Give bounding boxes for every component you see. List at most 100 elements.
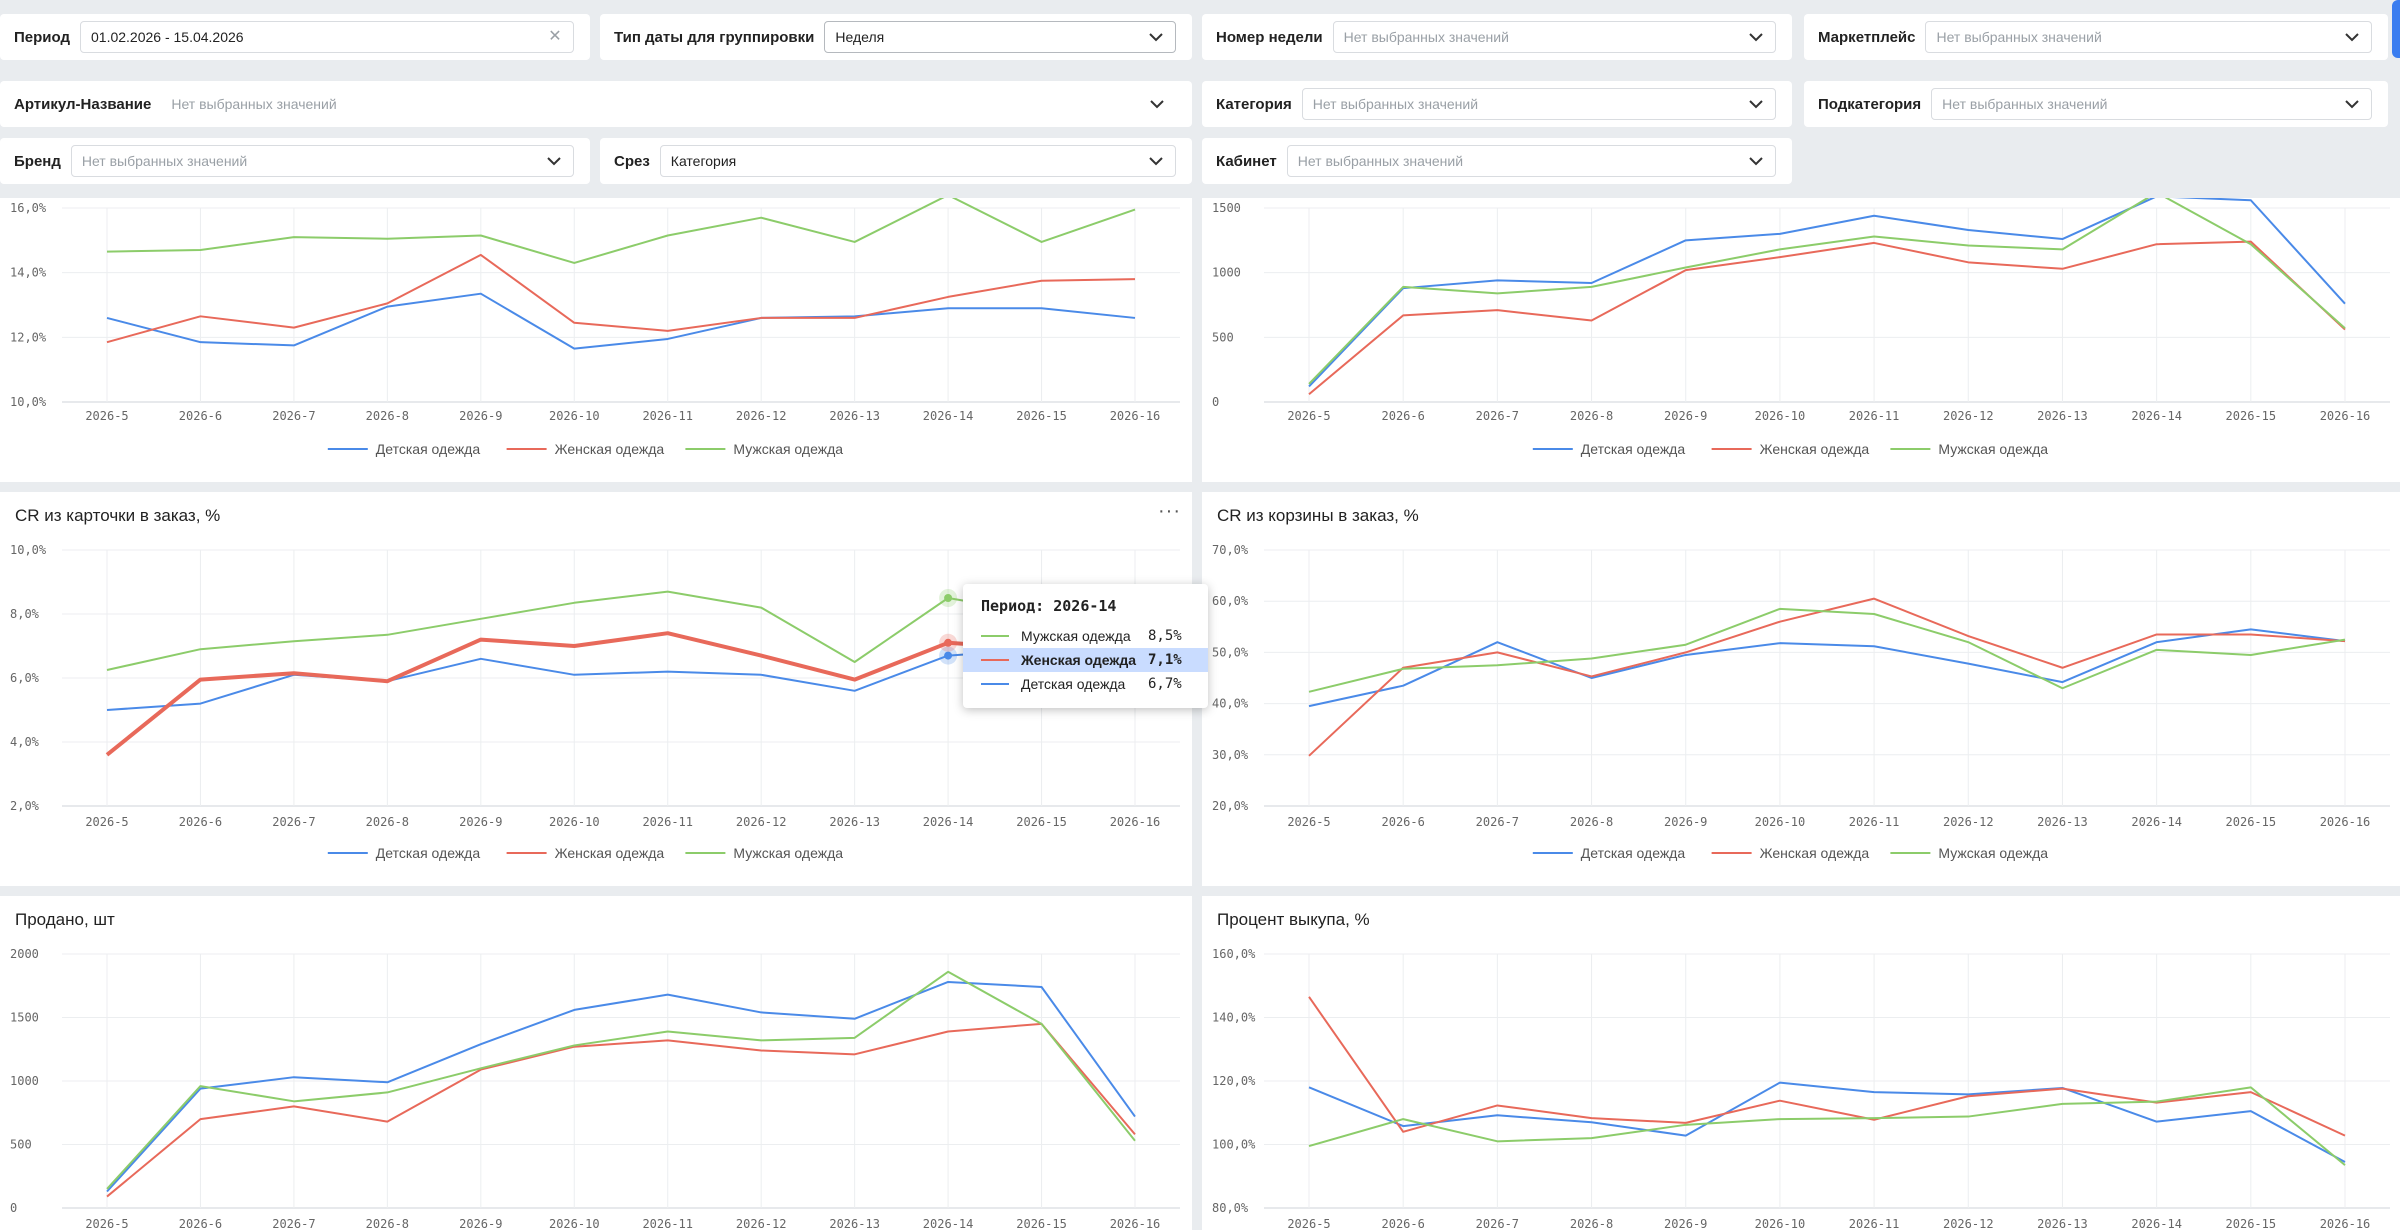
y-tick-label: 12,0% bbox=[10, 330, 47, 344]
chart-panel-1: 10,0% 12,0% 14,0% 16,0% 2026-5 2026-6 2026-7 20… bbox=[0, 194, 1192, 482]
y-tick-label: 80,0% bbox=[1212, 1201, 1249, 1215]
series-line[interactable] bbox=[1308, 1081, 2346, 1163]
x-tick-label: 2026-12 bbox=[736, 815, 787, 829]
x-tick-label: 2026-7 bbox=[272, 1217, 315, 1230]
y-tick-label: 500 bbox=[10, 1138, 32, 1152]
slice-select[interactable]: Категория bbox=[659, 145, 1176, 177]
chevron-down-icon bbox=[2343, 95, 2361, 113]
category-select[interactable]: Нет выбранных значений bbox=[1301, 88, 1776, 120]
chart-panel-sold: Продано, шт 0 500 1000 1500 2000 2026-5 2026-6… bbox=[0, 896, 1192, 1230]
x-tick-label: 2026-12 bbox=[736, 1217, 787, 1230]
y-tick-label: 40,0% bbox=[1212, 697, 1249, 711]
series-line[interactable] bbox=[1308, 191, 2346, 385]
series-line[interactable] bbox=[1308, 1086, 2346, 1166]
series-line[interactable] bbox=[1308, 607, 2346, 693]
series-line[interactable] bbox=[1308, 996, 2346, 1137]
chart-panel-cr-cart: CR из корзины в заказ, % 20,0% 30,0% 40,0%… bbox=[1202, 492, 2400, 886]
filter-subcategory-label: Подкатегория bbox=[1818, 95, 1922, 113]
y-tick-label: 10,0% bbox=[10, 543, 47, 557]
series-line[interactable] bbox=[106, 194, 1136, 264]
x-tick-label: 2026-13 bbox=[2037, 409, 2088, 423]
series-line[interactable] bbox=[106, 980, 1136, 1193]
series-line[interactable] bbox=[106, 253, 1136, 344]
period-input[interactable]: 01.02.2026 - 15.04.2026 ✕ bbox=[80, 21, 574, 53]
x-tick-label: 2026-9 bbox=[1664, 815, 1707, 829]
y-tick-label: 4,0% bbox=[10, 735, 40, 749]
marketplace-select[interactable]: Нет выбранных значений bbox=[1925, 21, 2372, 53]
chevron-down-icon bbox=[1147, 152, 1165, 170]
series-swatch bbox=[981, 659, 1009, 661]
series-line[interactable] bbox=[1308, 597, 2346, 757]
x-tick-label: 2026-15 bbox=[2226, 1217, 2277, 1230]
chevron-down-icon bbox=[1747, 152, 1765, 170]
x-tick-label: 2026-6 bbox=[1382, 409, 1425, 423]
series-line[interactable] bbox=[106, 970, 1136, 1190]
legend-item[interactable]: Мужская одежда bbox=[733, 845, 843, 861]
x-tick-label: 2026-9 bbox=[459, 1217, 502, 1230]
x-tick-label: 2026-9 bbox=[459, 409, 502, 423]
y-tick-label: 1000 bbox=[1212, 266, 1241, 280]
x-tick-label: 2026-6 bbox=[179, 815, 222, 829]
x-tick-label: 2026-5 bbox=[1287, 409, 1330, 423]
x-tick-label: 2026-13 bbox=[2037, 815, 2088, 829]
line-chart-sold: 0 500 1000 1500 2000 2026-5 2026-6 2026-7 2026-8… bbox=[10, 947, 1180, 1230]
hover-point bbox=[944, 651, 953, 660]
x-tick-label: 2026-12 bbox=[1943, 815, 1994, 829]
period-value: 01.02.2026 - 15.04.2026 bbox=[91, 29, 244, 45]
article-select[interactable]: Нет выбранных значений bbox=[161, 88, 1176, 120]
x-tick-label: 2026-13 bbox=[829, 815, 880, 829]
legend-item[interactable]: Детская одежда bbox=[376, 441, 481, 457]
tooltip-row-highlighted: Женская одежда 7,1% bbox=[963, 648, 1208, 672]
legend-item[interactable]: Женская одежда bbox=[1760, 845, 1870, 861]
x-tick-label: 2026-7 bbox=[272, 409, 315, 423]
line-chart-2: 0 500 1000 1500 2026-5 2026-6 2026-7 2026-8 2026… bbox=[1212, 191, 2390, 457]
series-line[interactable] bbox=[106, 1022, 1136, 1198]
legend-item[interactable]: Детская одежда bbox=[376, 845, 481, 861]
legend-item[interactable]: Детская одежда bbox=[1581, 441, 1686, 457]
subcategory-select[interactable]: Нет выбранных значений bbox=[1931, 88, 2372, 120]
x-tick-label: 2026-11 bbox=[1849, 409, 1900, 423]
x-tick-label: 2026-7 bbox=[272, 815, 315, 829]
cabinet-select[interactable]: Нет выбранных значений bbox=[1286, 145, 1776, 177]
date-type-select[interactable]: Неделя bbox=[824, 21, 1176, 53]
series-swatch bbox=[981, 635, 1009, 637]
series-line[interactable] bbox=[1308, 628, 2346, 708]
legend-item[interactable]: Детская одежда bbox=[1581, 845, 1686, 861]
legend-item[interactable]: Мужская одежда bbox=[1938, 845, 2048, 861]
more-dots-icon[interactable]: ··· bbox=[1158, 500, 1181, 522]
chart-title: CR из карточки в заказ, % bbox=[15, 506, 221, 525]
chart-body: 0 500 1000 1500 2000 2026-5 2026-6 2026-7 2026-8… bbox=[10, 947, 1180, 1230]
filter-date-type: Тип даты для группировки Неделя bbox=[600, 14, 1192, 60]
chevron-down-icon bbox=[1747, 95, 1765, 113]
chevron-down-icon bbox=[2343, 28, 2361, 46]
close-icon[interactable]: ✕ bbox=[548, 28, 562, 45]
brand-select[interactable]: Нет выбранных значений bbox=[70, 145, 574, 177]
x-tick-label: 2026-5 bbox=[1287, 815, 1330, 829]
legend-item[interactable]: Женская одежда bbox=[555, 441, 665, 457]
x-tick-label: 2026-16 bbox=[1110, 815, 1161, 829]
chart-legend: Детская одежда Женская одежда Мужская одеж… bbox=[327, 845, 843, 861]
y-tick-label: 14,0% bbox=[10, 266, 47, 280]
x-tick-label: 2026-8 bbox=[1570, 409, 1613, 423]
y-tick-label: 60,0% bbox=[1212, 594, 1249, 608]
y-tick-label: 16,0% bbox=[10, 201, 47, 215]
y-tick-label: 0 bbox=[1212, 395, 1219, 409]
y-tick-label: 10,0% bbox=[10, 395, 47, 409]
side-accent-tab[interactable] bbox=[2392, 0, 2400, 58]
filters-panel: Период 01.02.2026 - 15.04.2026 ✕ Тип дат… bbox=[0, 0, 2400, 198]
x-tick-label: 2026-13 bbox=[2037, 1217, 2088, 1230]
tooltip-series-name: Детская одежда bbox=[1021, 676, 1126, 692]
series-line[interactable] bbox=[106, 292, 1136, 350]
tooltip-row: Мужская одежда 8,5% bbox=[963, 624, 1208, 648]
tooltip-title: Период: 2026-14 bbox=[981, 597, 1117, 615]
legend-item[interactable]: Женская одежда bbox=[555, 845, 665, 861]
series-line[interactable] bbox=[1308, 195, 2346, 388]
cabinet-placeholder: Нет выбранных значений bbox=[1297, 153, 1464, 169]
series-line[interactable] bbox=[1308, 240, 2346, 396]
chart-panel-cr-card: CR из карточки в заказ, % ··· 2,0% 4,0% 6,… bbox=[0, 492, 1192, 886]
week-number-select[interactable]: Нет выбранных значений bbox=[1332, 21, 1776, 53]
legend-item[interactable]: Мужская одежда bbox=[1938, 441, 2048, 457]
series-group bbox=[106, 970, 1136, 1198]
legend-item[interactable]: Женская одежда bbox=[1760, 441, 1870, 457]
legend-item[interactable]: Мужская одежда bbox=[733, 441, 843, 457]
